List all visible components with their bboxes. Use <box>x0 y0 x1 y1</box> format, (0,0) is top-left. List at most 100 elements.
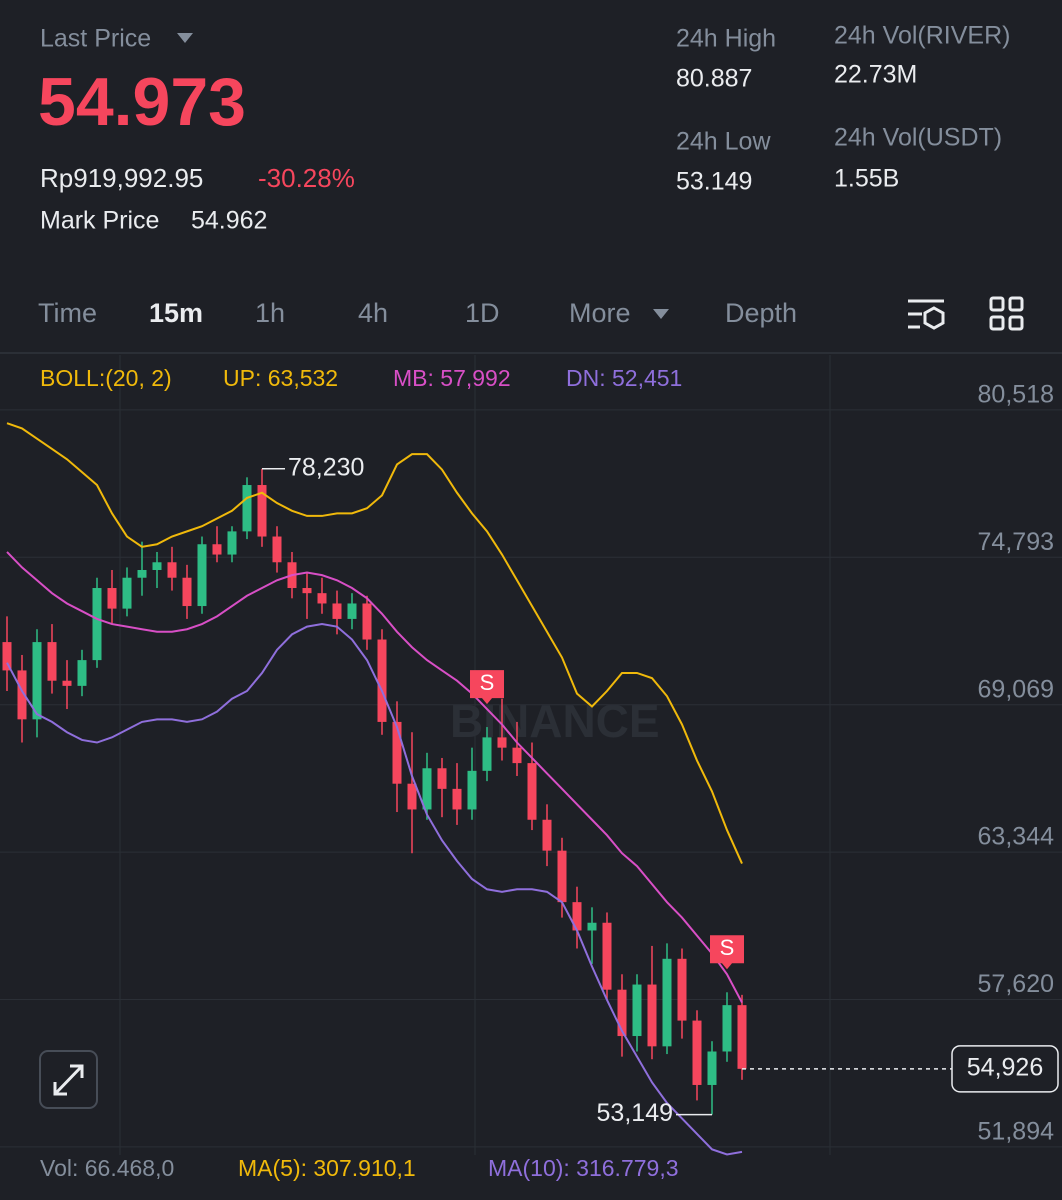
candle-body <box>737 1005 747 1069</box>
candle-body <box>92 588 102 661</box>
candle-body <box>557 850 567 903</box>
volume-label: Vol: 66.468,0 <box>40 1155 174 1181</box>
candle-body <box>182 577 192 607</box>
candle-body <box>602 922 612 990</box>
stat-value: 53.149 <box>676 168 752 196</box>
stat-label: 24h Low <box>676 128 771 156</box>
candle-body <box>197 544 207 607</box>
stat-label: 24h High <box>676 25 776 53</box>
boll-line <box>6 422 743 864</box>
signal-marker <box>710 935 744 970</box>
candle-body <box>467 770 477 810</box>
tab[interactable]: 1h <box>255 298 285 328</box>
legend-entry: UP: 63,532 <box>223 365 338 391</box>
boll-line <box>6 551 743 1004</box>
candle-body <box>497 737 507 748</box>
tab[interactable]: 4h <box>358 298 388 328</box>
y-tick-label: 63,344 <box>978 823 1055 851</box>
candle-body <box>512 747 522 764</box>
candle-body <box>707 1051 717 1085</box>
candle-body <box>47 642 57 681</box>
candle-body <box>677 958 687 1021</box>
candle-body <box>17 670 27 720</box>
candle-body <box>227 531 237 555</box>
y-tick-label: 80,518 <box>978 381 1054 409</box>
candle-body <box>107 588 117 609</box>
candle-body <box>347 603 357 619</box>
tab[interactable]: 1D <box>465 298 500 328</box>
mark-price-label: Mark Price <box>40 207 159 235</box>
candle-body <box>647 984 657 1047</box>
candle-body <box>632 984 642 1037</box>
candle-body <box>722 1005 732 1052</box>
plot: BINANCE80,51874,79369,06963,34457,62051,… <box>0 381 1062 1156</box>
legend-entry: DN: 52,451 <box>566 365 682 391</box>
low-label: 53,149 <box>597 1099 673 1127</box>
last-price-label: 54,926 <box>967 1053 1043 1081</box>
boll-line <box>6 623 743 1156</box>
expand-button[interactable] <box>39 1050 98 1109</box>
stat-label: 24h Vol(RIVER) <box>834 22 1010 50</box>
y-tick-label: 69,069 <box>978 675 1054 703</box>
ma5-label: MA(5): 307.910,1 <box>238 1155 416 1181</box>
candle-body <box>527 763 537 820</box>
settings-icon[interactable] <box>908 299 945 330</box>
fiat-price: Rp919,992.95 <box>40 163 203 193</box>
candle-body <box>302 588 312 594</box>
stat-value: 22.73M <box>834 61 917 89</box>
candle-body <box>572 902 582 931</box>
candle-body <box>617 989 627 1037</box>
tab[interactable]: Depth <box>725 298 797 328</box>
candle-body <box>62 680 72 686</box>
candle-body <box>257 485 267 537</box>
indicator-label: BOLL:(20, 2) <box>40 365 172 391</box>
ma10-label: MA(10): 316.779,3 <box>488 1155 679 1181</box>
change: -30.28% <box>258 163 355 193</box>
candle-body <box>437 768 447 789</box>
candle-body <box>332 603 342 619</box>
tab[interactable]: More <box>569 298 631 328</box>
y-tick-label: 74,793 <box>978 528 1054 556</box>
candle-body <box>692 1020 702 1085</box>
candle-body <box>542 819 552 851</box>
mark-price: 54.962 <box>191 207 267 235</box>
stat-value: 80.887 <box>676 65 752 93</box>
candle-body <box>122 577 132 609</box>
candle-body <box>152 562 162 570</box>
last-price: 54.973 <box>38 64 246 140</box>
candle-body <box>212 544 222 555</box>
y-tick-label: 51,894 <box>978 1118 1055 1146</box>
signal-label: S <box>480 670 495 695</box>
candle-body <box>422 768 432 810</box>
candle-body <box>317 593 327 604</box>
signal-label: S <box>720 935 735 960</box>
candle-body <box>407 783 417 810</box>
layout-icon[interactable] <box>989 296 1024 331</box>
stat-value: 1.55B <box>834 165 899 193</box>
signal-marker <box>470 670 504 705</box>
candle-body <box>452 788 462 810</box>
candle-body <box>482 737 492 771</box>
candle-body <box>377 639 387 722</box>
candle-body <box>32 642 42 720</box>
candle-body <box>392 721 402 784</box>
dropdown-icon[interactable] <box>177 33 193 43</box>
legend-entry: MB: 57,992 <box>393 365 511 391</box>
candle-body <box>587 922 597 931</box>
y-tick-label: 57,620 <box>978 970 1054 998</box>
candle-body <box>167 562 177 578</box>
candle-body <box>242 485 252 532</box>
candle-body <box>272 536 282 563</box>
stat-label: 24h Vol(USDT) <box>834 124 1002 152</box>
last-price-tag <box>951 1045 1059 1093</box>
candle-body <box>362 603 372 640</box>
tab-active[interactable]: 15m <box>149 298 203 328</box>
candle-body <box>2 642 12 671</box>
tab[interactable]: Time <box>38 298 97 328</box>
candle-body <box>137 569 147 578</box>
dropdown-icon[interactable] <box>653 309 669 319</box>
last-price-label[interactable]: Last Price <box>40 25 151 53</box>
